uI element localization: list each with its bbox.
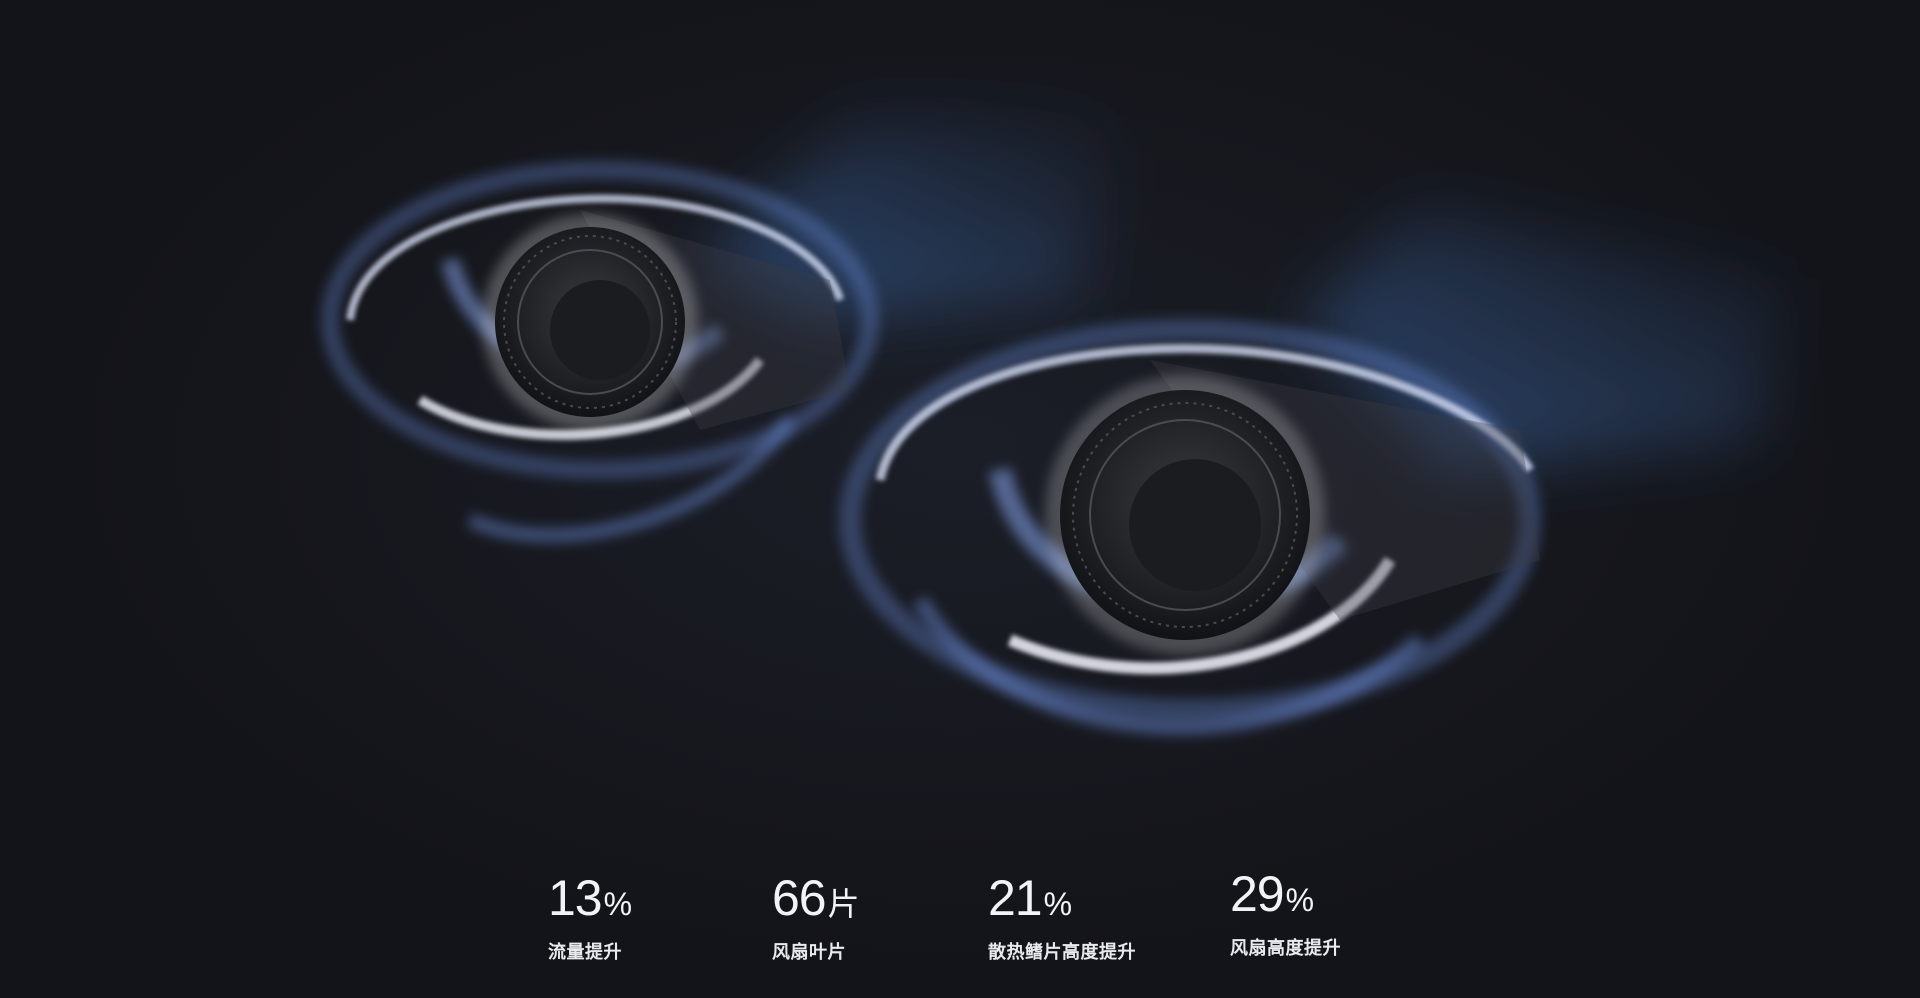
stat-label: 散热鳍片高度提升 bbox=[988, 942, 1136, 962]
stat-fan-blades: 66片 风扇叶片 bbox=[772, 870, 860, 964]
fan-blades-left bbox=[503, 235, 677, 409]
stat-value: 21% bbox=[988, 870, 1072, 926]
cooling-fans-illustration bbox=[321, 110, 1790, 736]
stat-airflow: 13% 流量提升 bbox=[548, 870, 632, 964]
stat-value: 29% bbox=[1230, 866, 1314, 922]
stat-label: 流量提升 bbox=[548, 942, 622, 962]
fan-left bbox=[321, 161, 879, 543]
stat-value: 13% bbox=[548, 870, 632, 926]
fan-right bbox=[839, 319, 1541, 736]
airflow-stream-right bbox=[1300, 210, 1790, 470]
stat-label: 风扇叶片 bbox=[772, 942, 846, 962]
airflow-stream-left bbox=[700, 110, 1120, 320]
stat-fan-height: 29% 风扇高度提升 bbox=[1230, 866, 1341, 960]
fan-blades-right bbox=[1072, 402, 1298, 628]
spec-stats: 13% 流量提升 66片 风扇叶片 21% 散热鳍片高度提升 29% 风扇高度提… bbox=[0, 866, 1920, 970]
stat-label: 风扇高度提升 bbox=[1230, 938, 1341, 958]
stat-fin-height: 21% 散热鳍片高度提升 bbox=[988, 870, 1136, 964]
stat-value: 66片 bbox=[772, 870, 860, 926]
